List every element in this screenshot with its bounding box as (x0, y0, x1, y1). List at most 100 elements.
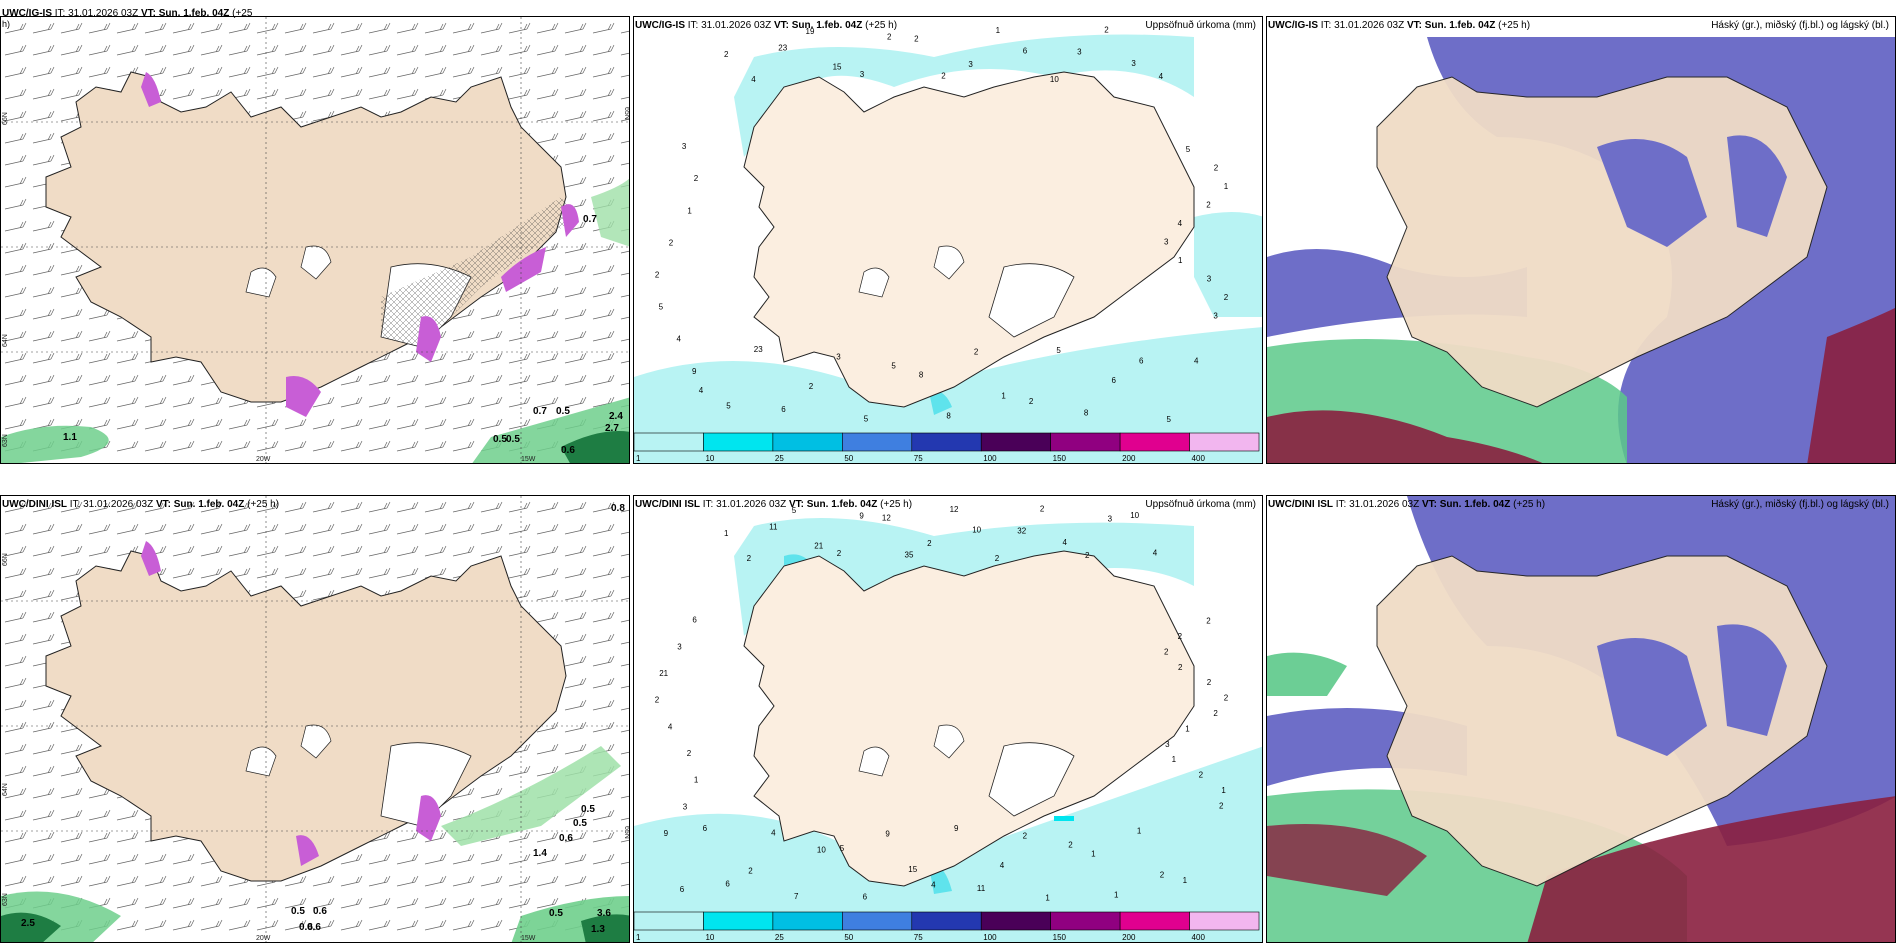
lat-label-65n: 65N (623, 107, 630, 120)
precip-value: 15 (908, 865, 917, 874)
precip-value: 8 (946, 412, 951, 421)
wind-value: 0.6 (307, 922, 321, 933)
init-time: IT: 31.01.2026 03Z (1335, 499, 1420, 510)
precip-value: 23 (754, 345, 763, 354)
cloud-panel-bottom-title: UWC/DINI ISL IT: 31.01.2026 03Z VT: Sun.… (1268, 499, 1893, 510)
cloud-map-bottom (1267, 496, 1895, 942)
precip-value: 2 (687, 749, 692, 758)
cloud-panel-bottom (1266, 495, 1896, 943)
valid-time: VT: Sun. 1.feb. 04Z (788, 499, 878, 510)
precip-value: 2 (887, 33, 892, 42)
lead-time: (+25 h) (880, 499, 913, 510)
precip-value: 21 (814, 541, 823, 550)
precip-value: 6 (1023, 46, 1028, 55)
colorbar-swatch (1050, 911, 1121, 931)
colorbar-swatch (634, 432, 704, 452)
precip-value: 11 (769, 523, 778, 532)
precip-value: 2 (748, 867, 753, 876)
lon-label-20w: 20W (256, 456, 271, 463)
cloud-map-top (1267, 17, 1895, 463)
model-name: UWC/DINI ISL (2, 499, 67, 510)
wind-value: 1.1 (63, 432, 77, 443)
colorbar-tick: 400 (1192, 454, 1206, 463)
precip-value: 2 (1219, 801, 1224, 810)
init-time: IT: 31.01.2026 03Z (54, 8, 139, 19)
lon-label-20w: 20W (256, 935, 271, 942)
colorbar-tick: 75 (914, 454, 923, 463)
wind-value: 0.7 (583, 214, 597, 225)
precip-value: 6 (703, 824, 708, 833)
wind-value: 0.5 (573, 818, 587, 829)
precip-value: 1 (1224, 182, 1229, 191)
colorbar-swatch (1119, 432, 1190, 452)
precip-value: 6 (863, 893, 868, 902)
colorbar-swatch (772, 432, 843, 452)
precip-value: 8 (919, 370, 924, 379)
precip-value: 1 (996, 26, 1001, 35)
precip-value: 5 (1056, 346, 1061, 355)
wind-value: 1.3 (591, 924, 605, 935)
colorbar-tick: 10 (705, 454, 714, 463)
precip-value: 6 (781, 405, 786, 414)
model-name: UWC/IG-IS (635, 20, 685, 31)
precip-panel-top-title: UWC/IG-IS IT: 31.01.2026 03Z VT: Sun. 1.… (635, 20, 1260, 31)
precip-value: 5 (726, 402, 731, 411)
precip-value: 3 (1165, 740, 1170, 749)
precip-value: 2 (1207, 678, 1212, 687)
precip-panel-bottom-title: UWC/DINI ISL IT: 31.01.2026 03Z VT: Sun.… (635, 499, 1260, 510)
field-label: Háský (gr.), miðský (fj.bl.) og lágský (… (1711, 499, 1889, 510)
wind-panel-top-title: UWC/IG-IS IT: 31.01.2026 03Z VT: Sun. 1.… (2, 8, 627, 19)
precip-value: 2 (927, 539, 932, 548)
colorbar-bottom: 1 10 25 50 75 100 150 200 400 (634, 911, 1260, 942)
wind-value: 2.4 (609, 411, 623, 422)
precip-value: 4 (1153, 548, 1158, 557)
colorbar-tick: 200 (1122, 933, 1136, 942)
precip-value: 10 (817, 846, 826, 855)
model-name: UWC/DINI ISL (1268, 499, 1333, 510)
wind-value: 0.5 (581, 804, 595, 815)
precip-value: 3 (1077, 47, 1082, 56)
colorbar-tick: 100 (983, 454, 997, 463)
colorbar-tick: 100 (983, 933, 997, 942)
wind-panel-bottom: 66N 65N 64N 63N 20W 15W 0.8 0.5 0.5 0.6 … (0, 495, 630, 943)
valid-time: VT: Sun. 1.feb. 04Z (1406, 20, 1496, 31)
precip-value: 3 (683, 802, 688, 811)
wind-value: 0.6 (559, 833, 573, 844)
precip-value: 3 (1131, 59, 1136, 68)
colorbar-swatch (1189, 432, 1260, 452)
precip-value: 21 (659, 669, 668, 678)
precip-value: 11 (977, 884, 986, 893)
precip-value: 3 (1213, 312, 1218, 321)
precip-value: 10 (972, 525, 981, 534)
colorbar-tick: 10 (705, 933, 714, 942)
colorbar-tick: 50 (844, 933, 853, 942)
lat-label-66n: 66N (2, 553, 9, 566)
precip-value: 5 (659, 303, 664, 312)
precip-value: 35 (905, 551, 914, 560)
precip-value: 2 (655, 271, 660, 280)
precip-panel-top: 2 4 23 19 15 3 2 2 2 3 1 6 10 3 2 3 4 5 2 1 2 4 3 1 3 2 3 4 5 6 6 8 5 2 1 2… (633, 16, 1263, 464)
precip-value: 2 (1164, 648, 1169, 657)
precip-value: 4 (751, 75, 756, 84)
precip-value: 9 (692, 367, 697, 376)
wind-value: 0.5 (506, 434, 520, 445)
precip-value: 9 (664, 829, 669, 838)
wind-value: 0.6 (313, 906, 327, 917)
precip-value: 2 (669, 238, 674, 247)
wind-value: 0.5 (291, 906, 305, 917)
precip-value: 2 (1206, 200, 1211, 209)
wind-map-top: 66N 65N 64N 63N 20W 15W 0.7 0.7 0.5 2.4 … (1, 17, 630, 463)
colorbar-tick: 25 (775, 933, 784, 942)
precip-value: 4 (771, 828, 776, 837)
precip-value: 10 (1130, 511, 1139, 520)
precip-value: 12 (950, 505, 959, 514)
colorbar-swatch (703, 911, 774, 931)
lat-label-66n: 66N (2, 112, 9, 125)
init-time: IT: 31.01.2026 03Z (1320, 20, 1405, 31)
wind-value: 0.6 (561, 445, 575, 456)
precip-value: 2 (655, 696, 660, 705)
precip-value: 23 (778, 44, 787, 53)
